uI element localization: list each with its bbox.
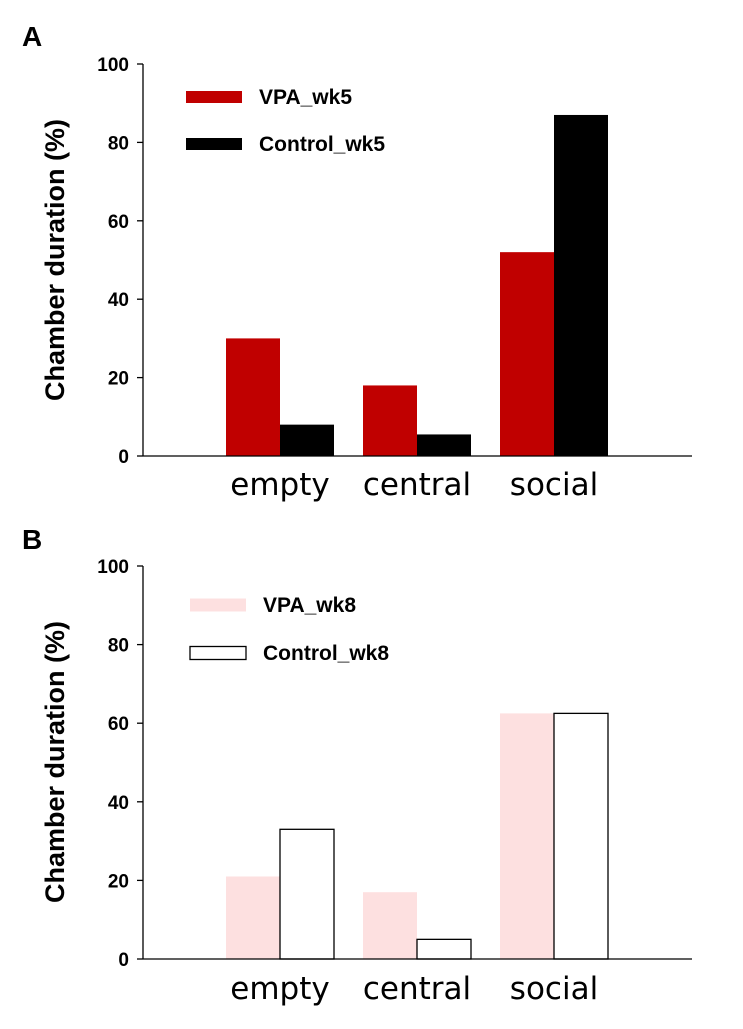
bar-Control_wk5-social: [554, 114, 608, 457]
y-tick-label-60: 60: [108, 212, 129, 233]
bar-Control_wk5-central: [417, 434, 471, 456]
legend-swatch-VPA_wk5: [186, 91, 242, 103]
bar-VPA_wk5-central: [363, 385, 417, 456]
panel-a-legend: VPA_wk5 Control_wk5: [186, 86, 385, 156]
legend-swatch-Control_wk8: [189, 645, 247, 661]
legend-swatch-VPA_wk8: [190, 598, 246, 612]
y-tick-label-100: 100: [97, 55, 129, 76]
y-tick-label-40: 40: [108, 290, 129, 311]
panel-a-label: A: [22, 21, 42, 52]
panel-b: B Chamber duration (%) 0 20 40 60 80 100 empt…: [22, 524, 692, 1007]
category-label-empty: empty: [230, 971, 329, 1007]
category-label-social: social: [510, 467, 598, 503]
panel-a-bars: [226, 114, 608, 457]
bar-VPA_wk8-social: [500, 713, 554, 959]
panel-a-y-axis-title: Chamber duration (%): [40, 119, 70, 401]
category-label-central: central: [363, 971, 471, 1007]
legend-swatch-Control_wk5: [186, 138, 242, 150]
panel-b-bars: [226, 712, 609, 960]
y-tick-label-40: 40: [108, 793, 129, 814]
y-tick-label-80: 80: [108, 133, 129, 154]
legend-label-VPA_wk8: VPA_wk8: [263, 594, 356, 617]
panel-b-label: B: [22, 524, 42, 555]
y-tick-label-0: 0: [118, 447, 129, 468]
category-label-empty: empty: [230, 467, 329, 503]
panel-b-y-ticks: 0 20 40 60 80 100: [97, 557, 143, 971]
panel-b-category-labels: empty central social: [230, 971, 598, 1007]
bar-Control_wk8-empty: [279, 828, 335, 960]
panel-b-y-axis-title: Chamber duration (%): [40, 621, 70, 903]
legend-label-Control_wk8: Control_wk8: [263, 642, 389, 665]
panel-a: A Chamber duration (%) 0 20 40 60 80 100 empt…: [22, 21, 692, 503]
category-label-social: social: [510, 971, 598, 1007]
bar-Control_wk8-social: [553, 712, 609, 960]
panel-b-legend: VPA_wk8 Control_wk8: [189, 594, 389, 665]
panel-a-y-ticks: 0 20 40 60 80 100: [97, 55, 143, 468]
y-tick-label-20: 20: [108, 871, 129, 892]
y-tick-label-60: 60: [108, 714, 129, 735]
y-tick-label-80: 80: [108, 636, 129, 657]
bar-VPA_wk8-empty: [226, 876, 280, 959]
bar-VPA_wk5-social: [500, 252, 554, 456]
legend-label-Control_wk5: Control_wk5: [259, 133, 385, 156]
bar-VPA_wk8-central: [363, 892, 417, 959]
panel-a-axes: [142, 64, 692, 457]
bar-Control_wk8-central: [416, 938, 472, 960]
bar-VPA_wk5-empty: [226, 338, 280, 456]
panel-b-axes: [142, 566, 692, 960]
bar-Control_wk5-empty: [280, 424, 334, 456]
y-tick-label-20: 20: [108, 369, 129, 390]
legend-label-VPA_wk5: VPA_wk5: [259, 86, 352, 109]
category-label-central: central: [363, 467, 471, 503]
panel-a-category-labels: empty central social: [230, 467, 598, 503]
y-tick-label-100: 100: [97, 557, 129, 578]
y-tick-label-0: 0: [118, 950, 129, 971]
